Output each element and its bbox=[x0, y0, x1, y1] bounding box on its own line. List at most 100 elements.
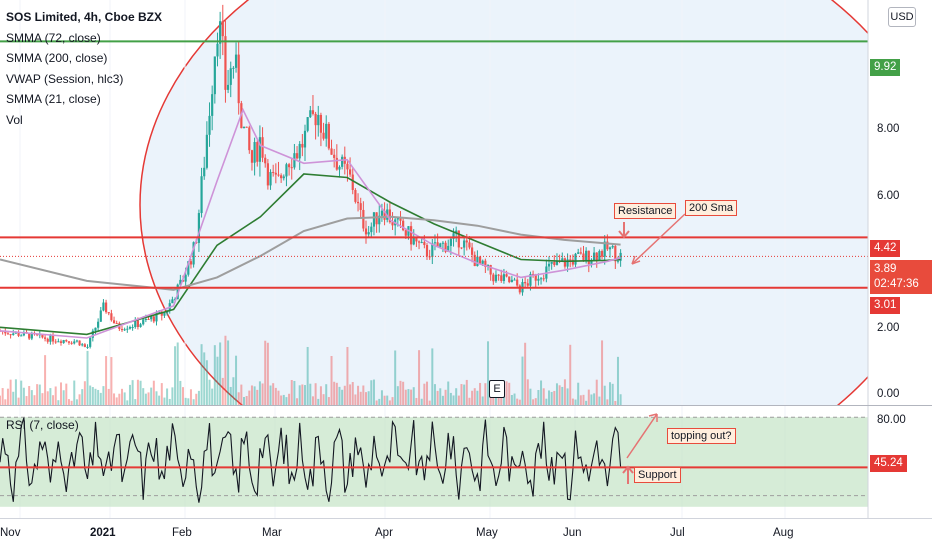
candle-body bbox=[399, 217, 402, 221]
volume-bar bbox=[293, 380, 296, 405]
volume-bar bbox=[280, 395, 283, 405]
annotation-topping-out[interactable]: topping out? bbox=[667, 428, 736, 444]
volume-bar bbox=[585, 400, 588, 405]
price-tick-0: 0.00 bbox=[877, 388, 900, 400]
arrow-topping-out bbox=[626, 413, 658, 459]
candle-body bbox=[28, 333, 31, 339]
arrow-resistance bbox=[618, 222, 630, 239]
legend-vwap[interactable]: VWAP (Session, hlc3) bbox=[6, 71, 124, 86]
candle-body bbox=[12, 333, 15, 336]
volume-bar bbox=[166, 388, 169, 405]
volume-bar bbox=[211, 388, 214, 405]
volume-bar bbox=[296, 398, 299, 405]
candle-body bbox=[211, 94, 214, 116]
volume-bar bbox=[449, 392, 452, 405]
volume-bar bbox=[264, 340, 267, 405]
candle-body bbox=[494, 274, 498, 282]
volume-bar bbox=[28, 386, 31, 405]
currency-button[interactable]: USD bbox=[888, 7, 916, 27]
candle-body bbox=[356, 201, 360, 204]
volume-bar bbox=[595, 379, 598, 405]
candle-body bbox=[147, 318, 150, 320]
volume-bar bbox=[235, 355, 238, 405]
candle-body bbox=[224, 36, 227, 90]
volume-bar bbox=[216, 356, 219, 405]
volume-bar bbox=[110, 357, 113, 405]
candle-body bbox=[489, 264, 492, 275]
volume-bar bbox=[266, 342, 269, 405]
legend-volume[interactable]: Vol bbox=[6, 112, 23, 127]
volume-bar bbox=[44, 355, 47, 405]
candle-body bbox=[595, 252, 598, 261]
rsi-legend[interactable]: RSI (7, close) bbox=[6, 418, 79, 432]
volume-bar bbox=[261, 383, 264, 405]
candle-body bbox=[481, 260, 484, 264]
candle-body bbox=[359, 203, 362, 210]
volume-bar bbox=[60, 382, 63, 405]
volume-bar bbox=[542, 388, 545, 405]
volume-bar bbox=[189, 389, 192, 405]
candle-body bbox=[22, 331, 25, 336]
volume-bar bbox=[49, 388, 52, 405]
candle-body bbox=[518, 285, 521, 293]
volume-bar bbox=[213, 345, 216, 405]
volume-bar bbox=[253, 386, 256, 405]
candle-body bbox=[197, 213, 201, 243]
volume-bar bbox=[205, 360, 208, 405]
volume-bar bbox=[555, 383, 558, 405]
legend-smma72[interactable]: SMMA (72, close) bbox=[6, 30, 101, 45]
annotation-resistance[interactable]: Resistance bbox=[614, 203, 677, 219]
candle-body bbox=[97, 321, 100, 328]
volume-bar bbox=[534, 398, 537, 405]
candle-body bbox=[290, 167, 293, 169]
candle-body bbox=[219, 21, 222, 44]
volume-bar bbox=[487, 341, 490, 405]
volume-bar bbox=[113, 393, 116, 405]
earnings-marker[interactable]: E bbox=[489, 380, 505, 398]
candle-body bbox=[30, 332, 33, 339]
candle-body bbox=[372, 212, 376, 227]
legend-smma21[interactable]: SMMA (21, close) bbox=[6, 92, 101, 106]
volume-bar bbox=[479, 382, 482, 405]
volume-bar bbox=[412, 387, 415, 405]
candle-body bbox=[6, 333, 10, 335]
volume-bar bbox=[574, 399, 577, 405]
volume-bar bbox=[25, 396, 28, 405]
candle-body bbox=[136, 320, 140, 327]
annotation-support[interactable]: Support bbox=[634, 467, 681, 483]
symbol-title[interactable]: SOS Limited, 4h, Cboe BZX bbox=[6, 10, 163, 24]
volume-bar bbox=[192, 399, 195, 405]
candle-body bbox=[370, 226, 373, 233]
volume-bar bbox=[606, 399, 609, 405]
volume-bar bbox=[203, 352, 206, 405]
volume-bar bbox=[38, 384, 41, 405]
candle-body bbox=[208, 115, 211, 135]
volume-bar bbox=[420, 398, 423, 405]
candle-body bbox=[261, 137, 264, 158]
candle-body bbox=[112, 320, 116, 324]
time-label-jun: Jun bbox=[563, 527, 582, 539]
legend-smma200[interactable]: SMMA (200, close) bbox=[6, 51, 108, 65]
candle-body bbox=[9, 334, 12, 336]
volume-bar bbox=[219, 342, 222, 405]
volume-bar bbox=[33, 395, 36, 405]
volume-bar bbox=[115, 397, 118, 405]
annotation-200-sma[interactable]: 200 Sma bbox=[685, 200, 738, 216]
rsi-current-tag: 45.24 bbox=[870, 455, 907, 472]
volume-bar bbox=[319, 386, 322, 405]
candle-body bbox=[341, 156, 344, 167]
volume-bar bbox=[601, 340, 604, 405]
candle-body bbox=[272, 171, 275, 173]
volume-bar bbox=[325, 384, 328, 405]
volume-bar bbox=[439, 388, 442, 405]
volume-bar bbox=[83, 381, 86, 405]
candle-body bbox=[319, 114, 323, 133]
candle-body bbox=[325, 123, 328, 139]
candle-body bbox=[155, 312, 158, 322]
volume-bar bbox=[447, 381, 450, 405]
volume-bar bbox=[532, 399, 535, 405]
candle-body bbox=[134, 320, 137, 328]
candle-body bbox=[362, 209, 365, 229]
volume-bar bbox=[89, 385, 92, 405]
